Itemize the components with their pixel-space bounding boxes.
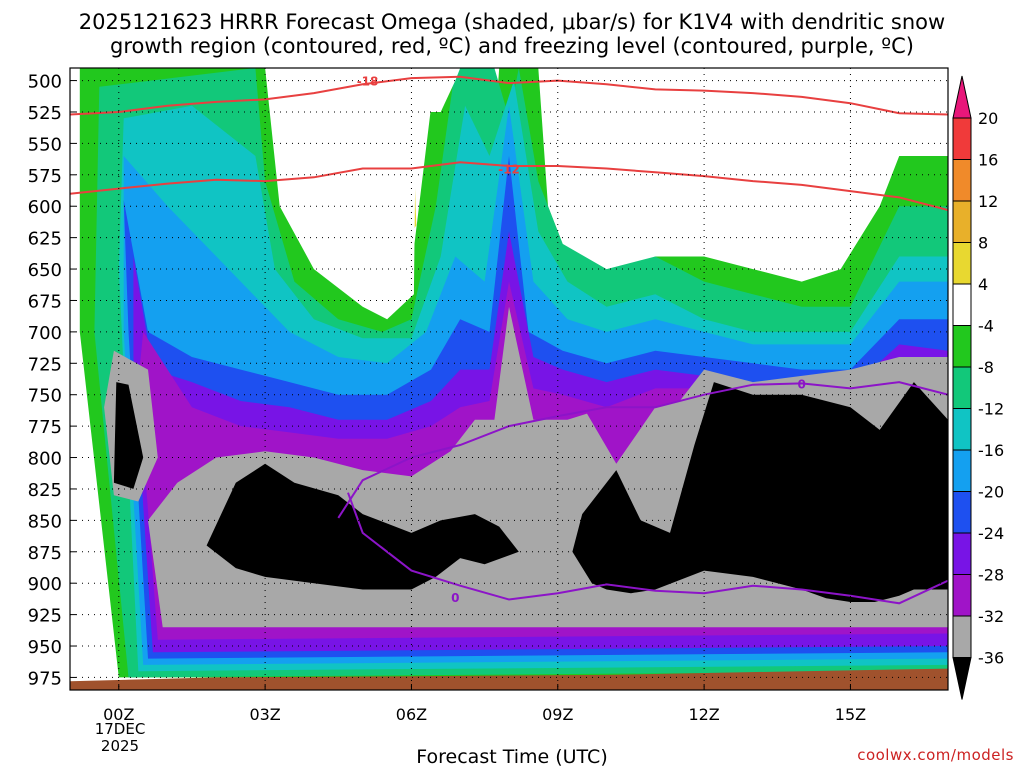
colorbar-swatch [952, 574, 972, 617]
colorbar-tick-label: 4 [978, 275, 988, 294]
omega-region-black-right [572, 382, 948, 602]
colorbar-tick-label: -20 [978, 483, 1004, 502]
colorbar-tick-label: -32 [978, 607, 1004, 626]
colorbar-swatch [952, 117, 972, 160]
y-tick-label: 825 [28, 480, 62, 501]
y-tick-label: 650 [28, 260, 62, 281]
x-tick-label: 03Z [249, 705, 280, 724]
y-tick-label: 800 [28, 449, 62, 470]
y-tick-label: 600 [28, 197, 62, 218]
y-tick-label: 900 [28, 574, 62, 595]
x-axis-label: Forecast Time (UTC) [416, 746, 608, 768]
y-tick-label: 750 [28, 386, 62, 407]
y-tick-label: 700 [28, 323, 62, 344]
colorbar-tick-label: -8 [978, 358, 994, 377]
omega-region-white-gap-1 [274, 80, 417, 320]
contour-label: -12 [498, 163, 520, 177]
y-tick-label: 850 [28, 511, 62, 532]
colorbar-tick-label: 8 [978, 234, 988, 253]
colorbar-swatch [952, 242, 972, 285]
y-tick-label: 675 [28, 291, 62, 312]
colorbar-swatch [952, 159, 972, 202]
colorbar-swatch [952, 200, 972, 243]
omega-region-white-gap-2 [548, 68, 914, 232]
x-tick-label: 00Z [103, 705, 134, 724]
colorbar-tick-label: -24 [978, 524, 1004, 543]
y-tick-label: 500 [28, 72, 62, 93]
colorbar-tick-label: 12 [978, 192, 998, 211]
x-tick-label: 12Z [688, 705, 719, 724]
omega-region-white-gap-4 [284, 68, 348, 106]
contour-label: 0 [451, 591, 459, 605]
x-tick-label: 15Z [835, 705, 866, 724]
contour-line-1 [70, 161, 948, 211]
colorbar-swatch [952, 532, 972, 575]
colorbar-swatch [952, 615, 972, 658]
y-tick-label: 775 [28, 417, 62, 438]
colorbar-tick-label: -36 [978, 649, 1004, 668]
terrain-ground [70, 668, 948, 690]
y-tick-label: 975 [28, 668, 62, 689]
colorbar-tick-label: -16 [978, 441, 1004, 460]
contour-label: 0 [797, 377, 805, 391]
y-tick-label: 950 [28, 637, 62, 658]
x-tick-label: 06Z [396, 705, 427, 724]
y-tick-label: 875 [28, 543, 62, 564]
contour-label: -18 [357, 75, 379, 89]
y-tick-label: 925 [28, 606, 62, 627]
colorbar-cap-top [952, 75, 972, 119]
colorbar-tick-label: 16 [978, 151, 998, 170]
x-tick-label: 09Z [542, 705, 573, 724]
contour-line-3 [337, 381, 948, 519]
colorbar-swatch [952, 449, 972, 492]
colorbar-cap-bottom [952, 657, 972, 700]
contour-line-0 [70, 75, 948, 116]
colorbar-swatch [952, 408, 972, 451]
colorbar-swatch [952, 325, 972, 368]
colorbar-tick-label: -12 [978, 400, 1004, 419]
date-day: 17DEC [94, 720, 146, 738]
credit-link[interactable]: coolwx.com/models [857, 746, 1014, 764]
y-tick-label: 550 [28, 134, 62, 155]
colorbar-tick-label: -4 [978, 317, 994, 336]
y-tick-label: 725 [28, 354, 62, 375]
chart-title-line2: growth region (contoured, red, ºC) and f… [110, 34, 914, 58]
omega-region-white-gap-5 [421, 68, 461, 112]
chart-title-line1: 2025121623 HRRR Forecast Omega (shaded, … [78, 10, 946, 34]
omega-region-black-main [206, 463, 519, 590]
colorbar-tick-label: 20 [978, 109, 998, 128]
y-tick-label: 525 [28, 103, 62, 124]
colorbar-swatch [952, 366, 972, 409]
omega-region-black-left [113, 382, 144, 489]
colorbar-swatch [952, 491, 972, 534]
y-tick-label: 625 [28, 229, 62, 250]
colorbar-tick-label: -28 [978, 566, 1004, 585]
date-year: 2025 [100, 737, 140, 755]
contour-line-2 [347, 492, 948, 605]
y-tick-label: 575 [28, 166, 62, 187]
colorbar-swatch [952, 283, 972, 326]
plot-frame [69, 67, 949, 691]
date-label: 17DEC 2025 [70, 721, 170, 755]
